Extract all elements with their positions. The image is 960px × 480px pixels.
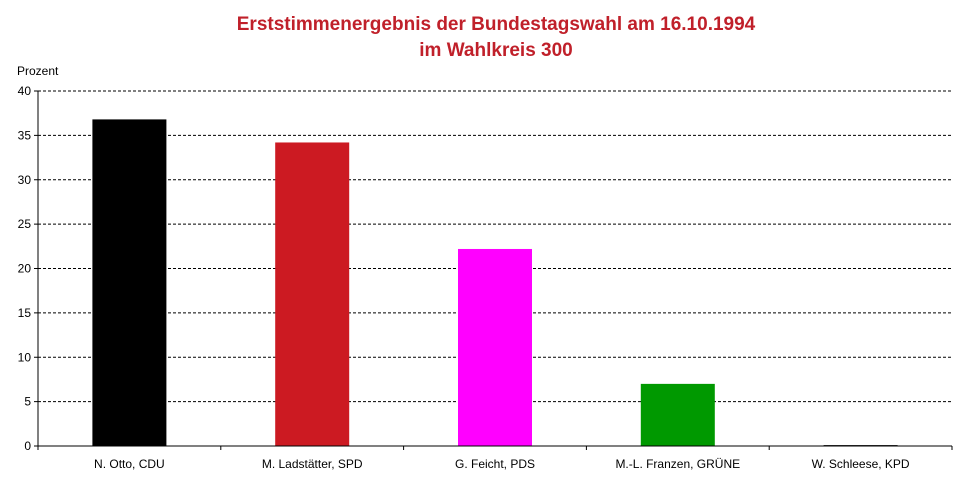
category-label: M.-L. Franzen, GRÜNE [615,457,740,471]
category-label: N. Otto, CDU [94,457,165,471]
y-tick-label: 40 [18,84,32,98]
bar [640,383,715,446]
y-tick-label: 35 [18,128,32,142]
chart-subtitle: im Wahlkreis 300 [419,40,572,61]
bars [92,119,898,447]
y-tick-label: 20 [18,262,32,276]
y-tick-label: 30 [18,173,32,187]
y-tick-label: 10 [18,350,32,364]
y-tick-label: 15 [18,306,32,320]
bar [275,142,350,446]
category-label: M. Ladstätter, SPD [262,457,363,471]
bar [92,119,167,447]
category-label: G. Feicht, PDS [455,457,535,471]
y-axis-label: Prozent [17,64,59,78]
y-tick-label: 0 [24,439,31,453]
y-tick-labels: 0 5 10 15 20 25 30 35 40 [18,84,32,453]
y-tick-label: 5 [24,395,31,409]
chart-title: Erststimmenergebnis der Bundestagswahl a… [237,14,756,35]
axes [34,90,953,450]
category-label: W. Schleese, KPD [812,457,910,471]
category-labels: N. Otto, CDU M. Ladstätter, SPD G. Feicht,… [94,457,910,471]
y-tick-label: 25 [18,217,32,231]
bar [458,248,532,446]
